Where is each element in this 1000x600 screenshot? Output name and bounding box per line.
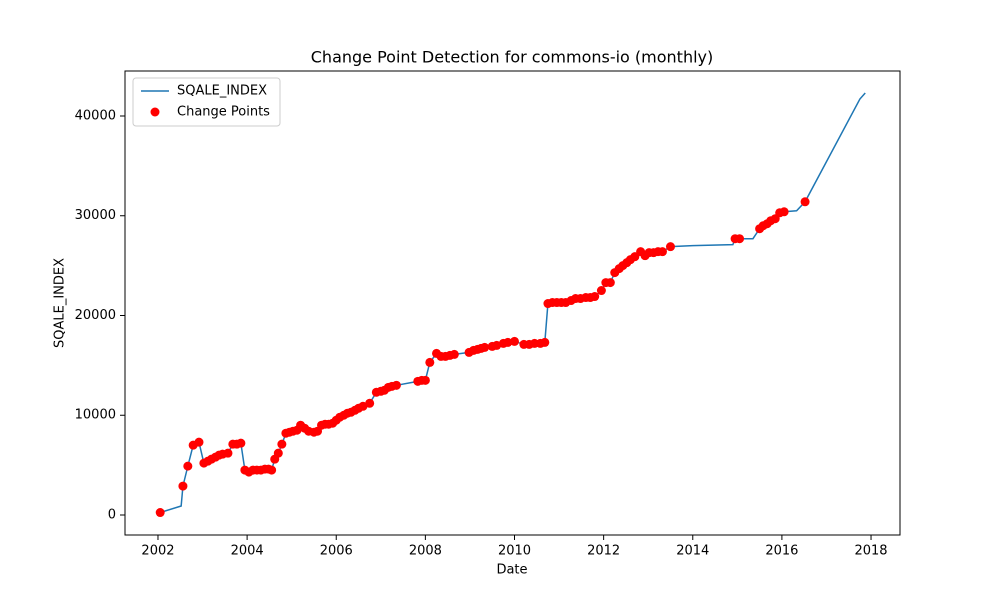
change-point [665,242,675,252]
x-tick-label: 2018 [854,544,887,559]
legend-box [132,77,281,127]
y-tick-label: 30000 [75,208,116,223]
change-point [223,448,233,458]
change-point [391,380,401,390]
change-point [236,438,246,448]
x-tick-label: 2010 [498,544,531,559]
change-point [425,357,435,367]
change-point [800,197,810,207]
change-point [510,336,520,346]
legend-label: Change Points [177,105,270,120]
chart-title: Change Point Detection for commons-io (m… [311,48,714,67]
change-point [420,375,430,385]
plot-frame [124,70,901,536]
change-point [183,461,193,471]
x-tick-label: 2014 [676,544,709,559]
change-point [657,247,667,257]
y-tick-label: 0 [108,508,116,523]
change-point [273,448,283,458]
x-axis-label: Date [496,563,527,578]
change-point [540,337,550,347]
change-point [605,278,615,288]
x-tick-label: 2004 [231,544,264,559]
change-point [449,349,459,359]
change-point [178,481,188,491]
x-tick-label: 2008 [409,544,442,559]
change-point [779,207,789,217]
legend-marker [150,107,160,117]
legend-label: SQALE_INDEX [177,84,267,99]
x-tick-label: 2002 [141,544,174,559]
x-tick-label: 2016 [765,544,798,559]
y-tick-label: 20000 [75,308,116,323]
y-tick-label: 40000 [75,108,116,123]
change-point [277,439,287,449]
y-axis-label: SQALE_INDEX [53,258,68,348]
change-point [267,465,277,475]
change-point [735,234,745,244]
y-tick-label: 10000 [75,408,116,423]
change-point [365,398,375,408]
change-point [596,286,606,296]
x-tick-label: 2012 [587,544,620,559]
change-point [503,337,513,347]
change-point [480,342,490,352]
x-tick-label: 2006 [320,544,353,559]
change-point [155,508,165,518]
change-point [590,292,600,302]
change-point [194,437,204,447]
